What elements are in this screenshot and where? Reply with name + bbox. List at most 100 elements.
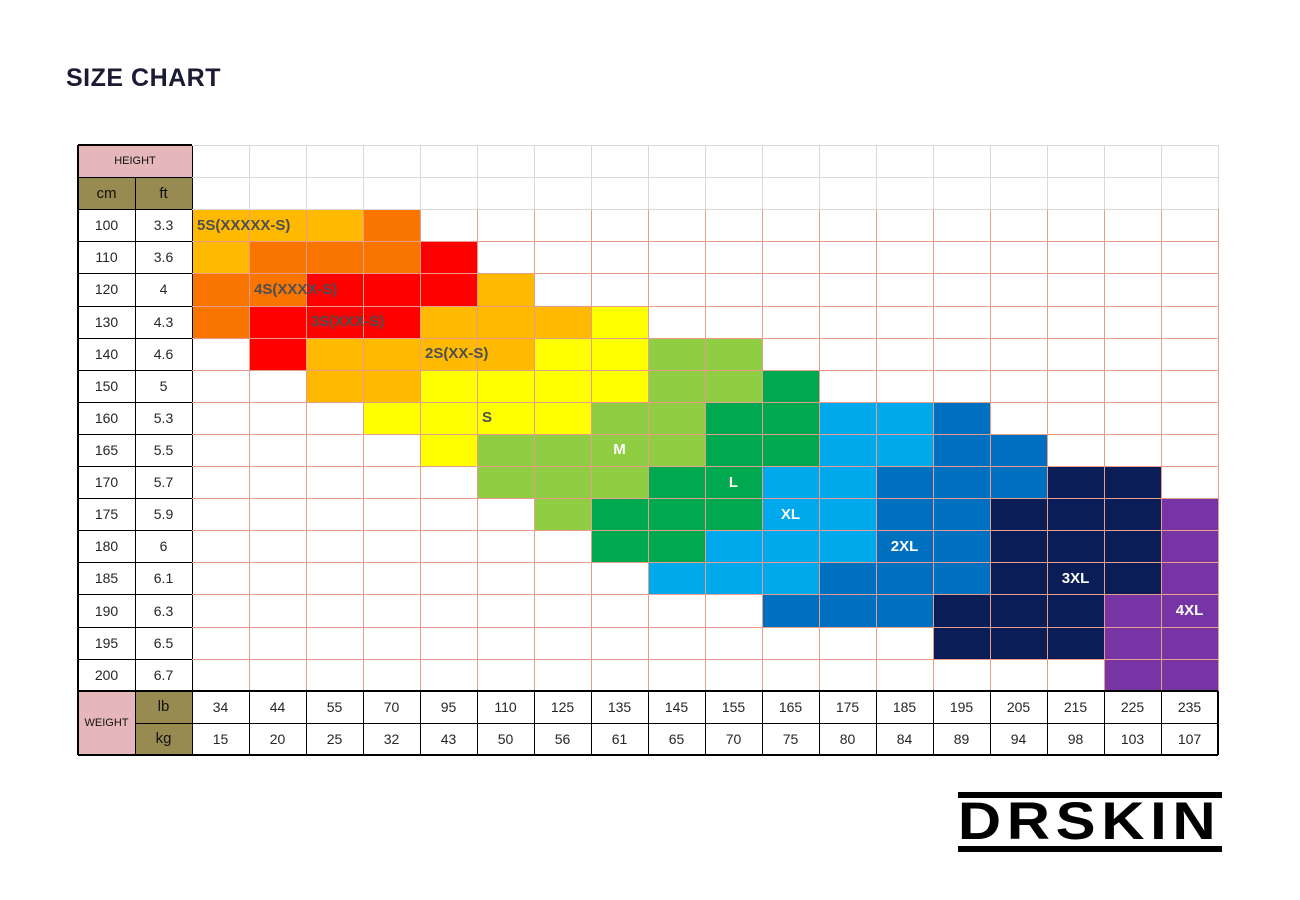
size-cell bbox=[819, 433, 876, 467]
size-cell bbox=[1161, 626, 1218, 659]
size-cell bbox=[192, 273, 249, 306]
size-label-2xl: 2XL bbox=[890, 537, 919, 555]
size-cell bbox=[534, 433, 591, 467]
grid-hline bbox=[78, 530, 192, 532]
weight-lb-value: 215 bbox=[1063, 698, 1088, 715]
size-cell bbox=[534, 337, 591, 370]
grid-vline bbox=[1218, 145, 1219, 210]
weight-kg-value: 50 bbox=[497, 730, 514, 747]
weight-lb-value: 135 bbox=[607, 698, 632, 715]
size-cell bbox=[876, 562, 933, 595]
grid-vline bbox=[648, 690, 649, 755]
size-cell bbox=[705, 337, 762, 370]
size-cell bbox=[933, 401, 990, 434]
size-cell bbox=[876, 401, 933, 434]
height-cm-value: 110 bbox=[95, 249, 118, 266]
size-cell bbox=[876, 594, 933, 627]
weight-kg-value: 43 bbox=[440, 730, 457, 747]
weight-unit-kg: kg bbox=[155, 730, 172, 748]
size-cell bbox=[249, 337, 306, 370]
size-cell bbox=[591, 337, 648, 370]
size-cell bbox=[591, 369, 648, 402]
size-cell bbox=[477, 466, 534, 499]
height-cm-value: 200 bbox=[94, 666, 119, 683]
size-label-2s-xx-s: 2S(XX-S) bbox=[425, 345, 489, 363]
size-cell bbox=[1104, 658, 1161, 691]
size-label-3xl: 3XL bbox=[1061, 569, 1090, 587]
height-ft-value: 5.7 bbox=[153, 474, 174, 491]
height-header-label: HEIGHT bbox=[114, 155, 156, 168]
grid-vline bbox=[420, 209, 421, 691]
weight-lb-value: 95 bbox=[440, 698, 457, 715]
grid-vline bbox=[1104, 209, 1105, 691]
grid-hline bbox=[78, 466, 192, 468]
size-cell bbox=[420, 305, 477, 338]
weight-lb-value: 235 bbox=[1177, 698, 1202, 715]
size-cell bbox=[648, 337, 705, 370]
size-cell bbox=[705, 530, 762, 563]
weight-unit-kg-cell bbox=[135, 722, 192, 755]
size-cell bbox=[933, 433, 990, 467]
size-cell bbox=[933, 594, 990, 627]
weight-lb-value: 155 bbox=[721, 698, 746, 715]
height-ft-value: 6.7 bbox=[153, 666, 174, 683]
size-cell bbox=[876, 530, 933, 563]
size-cell bbox=[1161, 562, 1218, 595]
weight-lb-value: 55 bbox=[326, 698, 343, 715]
grid-hline bbox=[78, 369, 192, 371]
size-cell bbox=[990, 498, 1047, 531]
grid-hline bbox=[78, 337, 192, 339]
size-cell bbox=[705, 433, 762, 467]
size-cell bbox=[534, 498, 591, 531]
height-unit-ft: ft bbox=[159, 184, 168, 202]
size-cell bbox=[705, 401, 762, 434]
size-cell bbox=[477, 337, 534, 370]
grid-vline bbox=[534, 209, 535, 691]
size-cell bbox=[648, 401, 705, 434]
grid-vline bbox=[705, 209, 706, 691]
height-ft-value: 6 bbox=[159, 538, 168, 555]
size-label-l: L bbox=[728, 473, 739, 491]
grid-vline bbox=[306, 690, 307, 755]
weight-lb-value: 34 bbox=[212, 698, 229, 715]
size-cell bbox=[1161, 498, 1218, 531]
height-cm-value: 190 bbox=[94, 602, 119, 619]
size-cell bbox=[1104, 594, 1161, 627]
grid-vline bbox=[1047, 690, 1048, 755]
grid-hline bbox=[192, 177, 1218, 179]
size-cell bbox=[306, 337, 363, 370]
height-ft-value: 6.5 bbox=[153, 634, 174, 651]
size-cell bbox=[420, 369, 477, 402]
weight-unit-lb: lb bbox=[157, 698, 170, 716]
size-cell bbox=[990, 562, 1047, 595]
size-cell bbox=[819, 594, 876, 627]
size-cell bbox=[1161, 594, 1218, 627]
size-cell bbox=[477, 433, 534, 467]
size-cell bbox=[477, 401, 534, 434]
grid-hline bbox=[78, 433, 192, 435]
size-cell bbox=[933, 626, 990, 659]
grid-hline bbox=[192, 466, 1218, 468]
height-cm-value: 170 bbox=[94, 474, 119, 491]
grid-hline bbox=[192, 530, 1218, 532]
size-cell bbox=[1047, 626, 1104, 659]
size-label-xl: XL bbox=[780, 505, 801, 523]
weight-header-cell bbox=[78, 690, 135, 755]
size-cell bbox=[477, 305, 534, 338]
grid-hline bbox=[192, 658, 1218, 660]
size-cell bbox=[990, 530, 1047, 563]
grid-hline bbox=[78, 658, 192, 660]
size-cell bbox=[876, 466, 933, 499]
size-label-4s-xxxx-s: 4S(XXXX-S) bbox=[254, 280, 338, 298]
grid-hline bbox=[192, 433, 1218, 435]
grid-vline bbox=[477, 209, 478, 691]
size-cell bbox=[762, 594, 819, 627]
size-cell bbox=[1104, 626, 1161, 659]
size-cell bbox=[192, 209, 249, 242]
weight-kg-value: 84 bbox=[896, 730, 913, 747]
size-cell bbox=[192, 305, 249, 338]
weight-kg-value: 65 bbox=[668, 730, 685, 747]
size-cell bbox=[534, 369, 591, 402]
grid-vline bbox=[990, 690, 991, 755]
